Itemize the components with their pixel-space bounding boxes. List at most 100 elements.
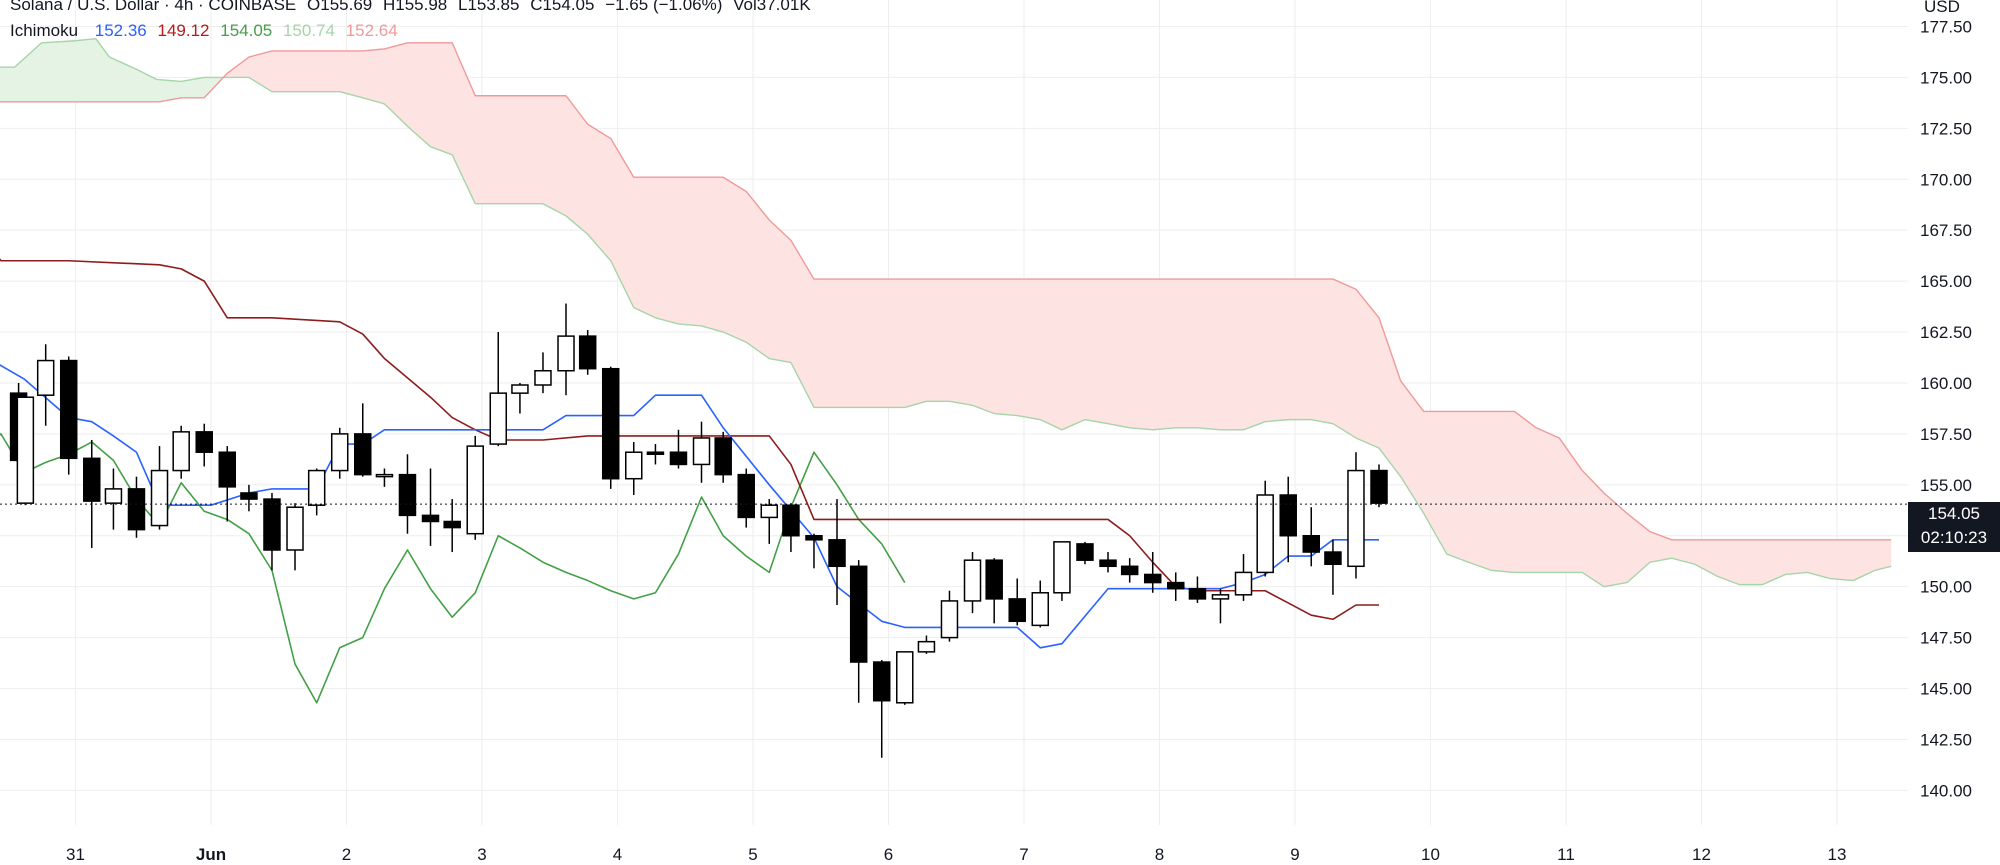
candle-body-up <box>172 431 190 472</box>
indicator-name[interactable]: Ichimoku <box>10 21 79 40</box>
candle-body-up <box>307 469 326 506</box>
ohlc-legend: Solana / U.S. Dollar · 4h · COINBASE O15… <box>10 0 817 15</box>
candle <box>669 429 688 469</box>
time-tick-label: 10 <box>1421 845 1440 864</box>
candle-body-down <box>646 451 665 456</box>
chikou-value: 154.05 <box>220 21 273 40</box>
candle <box>1008 578 1026 626</box>
current-price-value: 154.05 <box>1928 504 1980 523</box>
close-value: C154.05 <box>530 0 595 14</box>
time-tick-label: 7 <box>1019 845 1028 864</box>
candle <box>601 366 620 489</box>
candle <box>59 356 78 475</box>
candle-body-up <box>16 396 35 504</box>
price-tick-label: 140.00 <box>1920 781 1972 800</box>
span-a-value: 150.74 <box>282 21 335 40</box>
candle <box>646 444 665 465</box>
candle-body-down <box>1302 534 1321 553</box>
candle <box>692 421 711 483</box>
candle <box>150 446 169 530</box>
candle-body-up <box>286 506 304 551</box>
volume-value: Vol37.01K <box>733 0 811 14</box>
candle <box>1256 480 1274 577</box>
candle-body-down <box>127 488 146 531</box>
candle-body-up <box>150 469 169 527</box>
candle-body-down <box>669 451 688 466</box>
chikou-span-line <box>0 433 906 704</box>
span-b-value: 152.64 <box>345 21 398 40</box>
time-tick-label: 2 <box>342 845 351 864</box>
candle-body-down <box>1076 543 1094 561</box>
candle-body-down <box>782 504 800 537</box>
candle-body-up <box>896 651 914 704</box>
candle <box>36 344 55 426</box>
candle-body-down <box>421 514 440 523</box>
candle <box>1347 452 1365 579</box>
candle <box>511 382 529 414</box>
candle <box>104 468 123 530</box>
candle-body-down <box>714 437 732 476</box>
candle-body-up <box>940 600 959 639</box>
candle-body-up <box>36 359 55 396</box>
candle <box>307 468 326 516</box>
candle <box>1053 541 1071 601</box>
bar-countdown: 02:10:23 <box>1920 528 1988 547</box>
candle-body-down <box>872 661 891 702</box>
candle <box>1120 558 1139 583</box>
price-tick-label: 162.50 <box>1920 323 1972 342</box>
candle <box>375 468 394 487</box>
candle-body-up <box>1256 494 1274 574</box>
candle-body-down <box>985 559 1003 600</box>
candle <box>625 442 643 495</box>
bearish-cloud <box>224 42 1892 587</box>
candle <box>354 403 372 477</box>
candle <box>218 446 237 522</box>
candle-body-down <box>1167 581 1185 590</box>
candle-body-up <box>557 335 575 372</box>
candle-body-up <box>375 473 394 478</box>
price-tick-label: 170.00 <box>1920 170 1972 189</box>
candle-body-down <box>1370 469 1388 504</box>
candle <box>1211 588 1230 624</box>
price-tick-label: 150.00 <box>1920 578 1972 597</box>
price-tick-label: 157.50 <box>1920 425 1972 444</box>
price-axis[interactable]: 140.00142.50145.00147.50150.00152.50155.… <box>1920 17 1972 800</box>
candle <box>1188 576 1207 603</box>
bullish-cloud <box>0 38 225 102</box>
time-tick-label: 4 <box>613 845 622 864</box>
candle <box>940 590 959 642</box>
candle <box>985 558 1003 624</box>
candle <box>1302 507 1321 567</box>
candle <box>195 423 213 467</box>
candle-body-down <box>1120 565 1139 576</box>
low-value: L153.85 <box>458 0 520 14</box>
candle <box>421 468 440 546</box>
candle <box>1279 476 1297 563</box>
change-value: −1.65 (−1.06%) <box>605 0 723 14</box>
time-tick-label: 8 <box>1155 845 1164 864</box>
candle-body-up <box>917 640 936 653</box>
high-value: H155.98 <box>382 0 448 14</box>
candle-body-up <box>625 451 643 480</box>
candle <box>557 303 575 396</box>
time-axis[interactable]: 31 Jun 2 3 4 5 6 7 8 9 10 11 12 13 <box>66 845 1846 864</box>
candle-body-up <box>1031 592 1050 627</box>
candle-body-down <box>828 539 846 568</box>
current-price-tag: 154.05 02:10:23 <box>1908 502 2000 552</box>
candle <box>896 651 914 705</box>
candle <box>828 499 846 605</box>
currency-label[interactable]: USD <box>1924 0 1960 16</box>
candle-body-up <box>330 433 349 472</box>
candle <box>398 454 417 534</box>
candle-body-up <box>760 504 779 519</box>
candle-body-up <box>1211 594 1230 600</box>
time-tick-label: 9 <box>1290 845 1299 864</box>
candle-body-up <box>1053 541 1071 594</box>
candle-body-down <box>83 457 101 502</box>
symbol-title[interactable]: Solana / U.S. Dollar · 4h · COINBASE <box>10 0 297 14</box>
price-tick-label: 160.00 <box>1920 374 1972 393</box>
time-tick-label: Jun <box>196 845 226 864</box>
time-tick-label: 13 <box>1828 845 1847 864</box>
candle-body-down <box>1143 573 1162 584</box>
